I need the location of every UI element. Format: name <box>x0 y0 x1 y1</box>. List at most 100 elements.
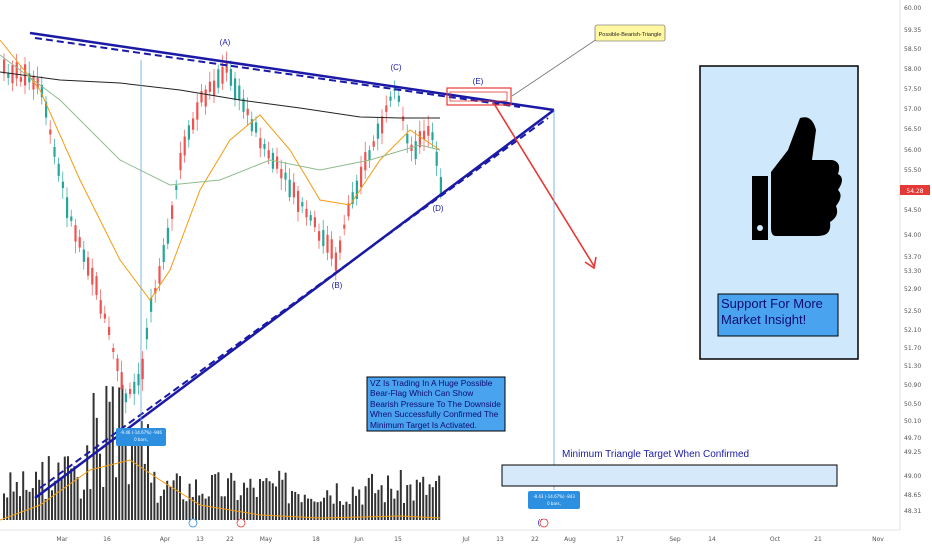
wave-label: (E) <box>473 77 484 86</box>
candle-body <box>431 132 434 141</box>
candle-body <box>11 65 14 84</box>
candle-body <box>435 151 438 166</box>
price-label-bg <box>900 185 930 195</box>
volume-bar <box>265 478 268 520</box>
y-tick-label: 48.65 <box>904 492 921 499</box>
volume-bar <box>207 496 210 520</box>
volume-bar <box>156 502 159 520</box>
volume-bar <box>387 475 389 520</box>
candle-body <box>192 118 195 130</box>
wave-label: (A) <box>220 38 231 47</box>
x-tick-label: 16 <box>103 536 111 543</box>
x-tick-label: Sep <box>669 536 681 543</box>
candle-body <box>360 166 363 188</box>
volume-bar <box>179 476 181 520</box>
candle-body <box>242 98 245 112</box>
triangle-upper-line <box>29 31 555 112</box>
candle-body <box>28 73 31 83</box>
candle-body <box>402 116 405 121</box>
candle-body <box>418 131 421 148</box>
event-marker[interactable] <box>539 518 549 528</box>
candle-body <box>120 372 123 390</box>
y-tick-label: 52.90 <box>904 286 921 293</box>
volume-bar <box>361 504 364 520</box>
event-marker[interactable] <box>188 518 198 528</box>
candle-body <box>166 227 169 244</box>
x-tick-label: Jun <box>353 536 364 543</box>
callout-text: Possible-Bearish-Triangle <box>599 32 662 38</box>
candle-body <box>70 216 73 221</box>
candle-body <box>129 388 132 395</box>
volume-bar <box>150 482 153 520</box>
volume-bar <box>143 463 146 520</box>
y-tick-label: 50.90 <box>904 382 921 389</box>
volume-bar <box>134 442 137 520</box>
x-tick-label: 22 <box>226 536 234 543</box>
measure-label-1-line1: -9.46 (-14.67%) -946 <box>120 430 162 435</box>
volume-bar <box>319 501 322 520</box>
wave-label: (B) <box>332 281 343 290</box>
measure-label-1-line2: 0 bars, <box>134 437 148 442</box>
y-tick-label: 58.50 <box>904 46 921 53</box>
volume-bar <box>412 500 415 520</box>
volume-bar <box>175 473 178 520</box>
volume-bar <box>243 482 245 520</box>
volume-bar <box>188 483 191 520</box>
volume-bar <box>118 387 121 520</box>
volume-bar <box>374 493 377 520</box>
volume-bar <box>377 489 380 520</box>
support-text-box <box>717 293 839 337</box>
volume-bar <box>358 489 361 520</box>
volume-bar <box>332 503 335 520</box>
x-tick-label: May <box>260 536 273 543</box>
y-tick-label: 49.70 <box>904 435 921 442</box>
volume-bar <box>89 489 92 520</box>
y-tick-label: 50.10 <box>904 418 921 425</box>
volume-bar <box>351 486 354 520</box>
candle-body <box>326 234 329 253</box>
y-tick-label: 54.50 <box>904 207 921 214</box>
volume-bar <box>3 493 5 520</box>
candle-body <box>276 156 279 169</box>
volume-bar <box>367 477 370 520</box>
candle-body <box>208 81 211 92</box>
candle-body <box>280 168 283 179</box>
y-tick-label: 51.30 <box>904 363 921 370</box>
candle-body <box>99 300 102 314</box>
volume-bar <box>291 490 293 520</box>
x-tick-label: 14 <box>708 536 716 543</box>
candle-body <box>53 146 56 157</box>
candle-body <box>82 249 85 262</box>
volume-bar <box>275 486 277 520</box>
candle-body <box>397 95 400 102</box>
volume-bar <box>415 479 418 520</box>
price-label: 54.28 <box>906 188 923 195</box>
volume-bar <box>364 486 367 520</box>
x-tick-label: 22 <box>531 536 539 543</box>
candle-body <box>217 69 220 88</box>
candle-body <box>175 185 178 191</box>
volume-bar <box>259 478 261 520</box>
volume-bar <box>140 421 143 520</box>
measure-label-1 <box>116 428 166 446</box>
y-tick-label: 58.00 <box>904 66 921 73</box>
x-tick-label: 13 <box>196 536 204 543</box>
y-tick-label: 56.50 <box>904 126 921 133</box>
y-tick-label: 56.00 <box>904 147 921 154</box>
volume-bar <box>300 502 303 520</box>
volume-bar <box>9 472 12 520</box>
volume-bar <box>57 462 60 520</box>
volume-bar <box>63 456 66 520</box>
y-tick-label: 49.00 <box>904 473 921 480</box>
candle-body <box>179 152 182 171</box>
candle-body <box>347 203 350 217</box>
volume-bar <box>31 488 34 520</box>
volume-bar <box>92 392 95 520</box>
volume-bar <box>271 483 274 520</box>
event-marker[interactable] <box>236 518 246 528</box>
y-tick-label: 50.50 <box>904 401 921 408</box>
candle-body <box>103 313 106 319</box>
candle-body <box>381 116 384 134</box>
x-tick-label: 17 <box>616 536 624 543</box>
